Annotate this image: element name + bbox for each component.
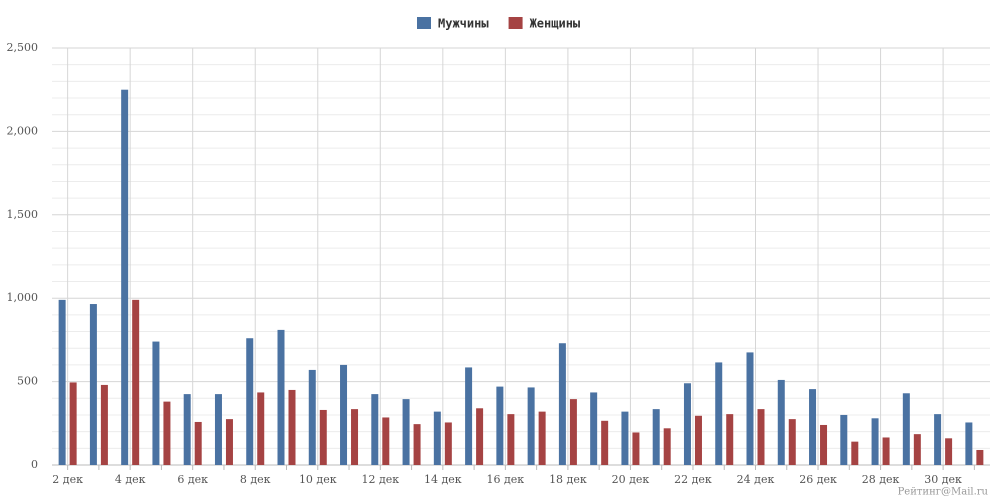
- bar: [601, 420, 609, 465]
- x-tick-label: 2 дек: [52, 473, 83, 486]
- bar: [632, 432, 640, 465]
- bar: [621, 411, 629, 465]
- x-tick-label: 4 дек: [115, 473, 146, 486]
- y-tick-label: 0: [31, 458, 38, 471]
- bar: [371, 394, 379, 465]
- bar: [214, 394, 222, 465]
- bar: [934, 414, 942, 465]
- bar: [527, 387, 535, 465]
- bar: [590, 392, 598, 465]
- bar: [277, 329, 285, 465]
- bar: [382, 417, 390, 465]
- bar: [121, 89, 129, 465]
- bar: [652, 409, 660, 465]
- bar: [820, 424, 828, 465]
- bar: [308, 369, 316, 465]
- bar: [476, 408, 484, 465]
- x-tick-label: 22 дек: [674, 473, 712, 486]
- bar: [715, 362, 723, 465]
- y-tick-label: 2,500: [7, 41, 39, 54]
- bar: [433, 411, 441, 465]
- legend: Мужчины Женщины: [417, 17, 581, 31]
- x-tick-label: 24 дек: [737, 473, 775, 486]
- bar: [840, 414, 848, 465]
- bar: [871, 418, 879, 465]
- bar: [851, 441, 859, 465]
- bar: [413, 424, 421, 465]
- bar: [351, 409, 359, 465]
- x-tick-label: 16 дек: [487, 473, 525, 486]
- legend-swatch: [508, 17, 523, 29]
- bar: [663, 428, 671, 465]
- bar: [809, 389, 817, 465]
- bar: [902, 393, 910, 465]
- bar: [319, 409, 327, 465]
- x-tick-label: 28 дек: [862, 473, 900, 486]
- bar: [58, 299, 66, 465]
- bar: [788, 419, 796, 465]
- bar: [257, 392, 265, 465]
- bar: [913, 434, 921, 465]
- bar: [746, 352, 754, 465]
- bar: [882, 437, 890, 465]
- x-tick-label: 12 дек: [361, 473, 399, 486]
- bar: [726, 414, 734, 465]
- bar: [225, 419, 233, 465]
- bar: [465, 367, 473, 465]
- bar: [507, 414, 515, 465]
- bar: [89, 304, 97, 465]
- x-tick-label: 26 дек: [799, 473, 837, 486]
- bar: [444, 422, 452, 465]
- y-tick-label: 1,500: [7, 208, 39, 221]
- bar: [163, 401, 171, 465]
- legend-label: Мужчины: [438, 17, 489, 31]
- bar: [194, 421, 202, 465]
- x-tick-label: 30 дек: [924, 473, 962, 486]
- x-tick-label: 18 дек: [549, 473, 587, 486]
- legend-swatch: [417, 17, 431, 29]
- bar: [976, 449, 984, 465]
- bar: [340, 364, 348, 465]
- bar: [945, 438, 953, 465]
- bar: [69, 382, 77, 465]
- bar: [246, 338, 254, 465]
- y-tick-label: 1,000: [7, 291, 39, 304]
- credit: Рейтинг@Mail.ru: [898, 487, 989, 498]
- y-tick-label: 2,000: [7, 124, 39, 137]
- legend-label: Женщины: [530, 17, 581, 31]
- x-tick-label: 14 дек: [424, 473, 462, 486]
- bar: [694, 415, 702, 465]
- bar: [402, 399, 410, 465]
- bar: [496, 386, 504, 465]
- bar: [757, 409, 765, 465]
- bar: [569, 399, 577, 465]
- bar: [777, 379, 785, 465]
- bar: [965, 422, 973, 465]
- bar: [152, 341, 160, 465]
- bar: [683, 383, 691, 465]
- x-tick-label: 20 дек: [612, 473, 650, 486]
- y-tick-label: 500: [17, 375, 38, 388]
- bar: [558, 343, 566, 465]
- x-tick-label: 8 дек: [240, 473, 271, 486]
- bar: [100, 384, 108, 465]
- x-tick-label: 6 дек: [177, 473, 208, 486]
- bar: [132, 299, 140, 465]
- bar: [288, 389, 296, 465]
- bar: [183, 394, 191, 465]
- bar: [538, 411, 546, 465]
- x-tick-label: 10 дек: [299, 473, 337, 486]
